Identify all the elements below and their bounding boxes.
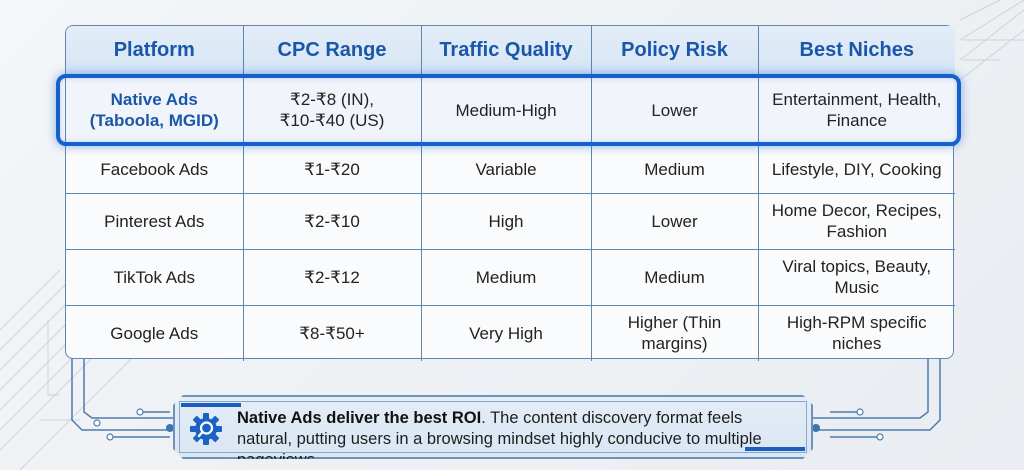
cell-traffic: Variable [421,145,592,194]
cell-platform: Facebook Ads [66,145,244,194]
gear-icon [189,412,223,446]
cell-cpc: ₹8-₹50+ [243,305,422,361]
cell-platform: TikTok Ads [66,249,244,306]
table-row-tiktok-ads: TikTok Ads ₹2-₹12 Medium Medium Viral to… [66,249,955,306]
callout-text: Native Ads deliver the best ROI. The con… [237,409,762,469]
cell-cpc: ₹2-₹12 [243,249,422,306]
cell-niches: Viral topics, Beauty, Music [758,249,955,306]
cell-traffic: Medium [421,249,592,306]
cell-cpc: ₹2-₹8 (IN), ₹10-₹40 (US) [243,75,422,146]
callout-frame [179,401,807,453]
cell-platform: Native Ads (Taboola, MGID) [66,75,244,146]
cell-risk: Lower [591,193,759,250]
cell-platform: Pinterest Ads [66,193,244,250]
cell-niches: Home Decor, Recipes, Fashion [758,193,955,250]
callout-accent [745,447,805,451]
cell-risk: Medium [591,249,759,306]
table-row-facebook-ads: Facebook Ads ₹1-₹20 Variable Medium Life… [66,145,955,194]
cell-risk: Medium [591,145,759,194]
table-row-native-ads: Native Ads (Taboola, MGID) ₹2-₹8 (IN), ₹10… [66,75,955,146]
cell-cpc: ₹2-₹10 [243,193,422,250]
callout-accent [181,403,241,407]
header-best-niches: Best Niches [758,26,955,76]
header-cpc-range: CPC Range [243,26,422,76]
table-row-pinterest-ads: Pinterest Ads ₹2-₹10 High Lower Home Dec… [66,193,955,250]
cell-cpc: ₹1-₹20 [243,145,422,194]
cell-traffic: High [421,193,592,250]
cell-traffic: Medium-High [421,75,592,146]
header-policy-risk: Policy Risk [591,26,759,76]
cell-risk: Lower [591,75,759,146]
cell-niches: Lifestyle, DIY, Cooking [758,145,955,194]
cell-risk: Higher (Thin margins) [591,305,759,361]
cell-niches: Entertainment, Health, Finance [758,75,955,146]
roi-callout: Native Ads deliver the best ROI. The con… [173,395,813,459]
table-row-google-ads: Google Ads ₹8-₹50+ Very High Higher (Thi… [66,305,955,361]
comparison-table: Platform CPC Range Traffic Quality Polic… [65,25,955,361]
cell-traffic: Very High [421,305,592,361]
header-traffic-quality: Traffic Quality [421,26,592,76]
header-platform: Platform [66,26,244,76]
table-header-row: Platform CPC Range Traffic Quality Polic… [66,26,955,76]
cell-platform: Google Ads [66,305,244,361]
cell-niches: High-RPM specific niches [786,313,927,354]
